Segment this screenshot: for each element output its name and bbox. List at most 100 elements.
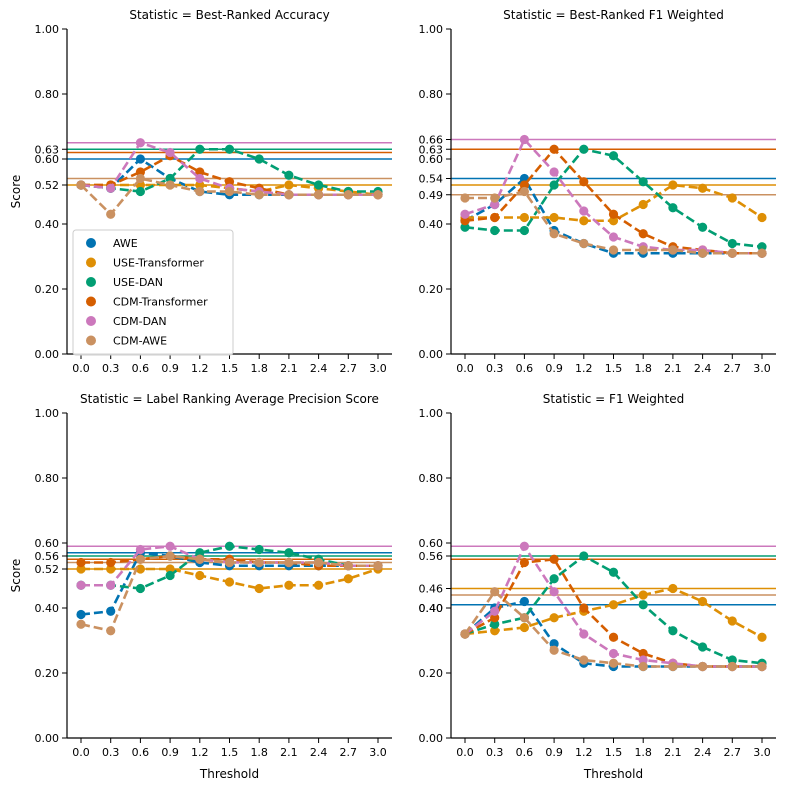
- y-tick-label: 0.63: [35, 143, 60, 156]
- x-axis-label: Threshold: [583, 767, 643, 781]
- data-point: [579, 206, 589, 216]
- data-point: [76, 564, 86, 574]
- x-tick-label: 1.2: [191, 746, 209, 759]
- x-tick-label: 1.5: [605, 746, 623, 759]
- data-point: [76, 609, 86, 620]
- data-point: [549, 144, 559, 154]
- data-point: [314, 557, 324, 568]
- data-point: [195, 554, 205, 564]
- series-line: [464, 587, 763, 639]
- data-point: [698, 596, 708, 607]
- data-point: [76, 180, 86, 190]
- data-point: [373, 561, 383, 571]
- data-point: [638, 655, 648, 665]
- legend-box: [72, 229, 234, 356]
- subplot-title: Statistic = F1 Weighted: [543, 392, 684, 406]
- x-tick-label: 2.4: [694, 746, 712, 759]
- data-point: [165, 570, 175, 581]
- data-point: [165, 173, 175, 184]
- y-tick-label: 0.00: [419, 348, 444, 361]
- data-point: [284, 580, 294, 590]
- data-point: [638, 229, 648, 239]
- data-point: [608, 658, 619, 668]
- x-tick-label: 1.5: [221, 746, 239, 759]
- data-point: [727, 616, 737, 626]
- data-point: [195, 186, 205, 197]
- data-point: [195, 548, 205, 558]
- y-tick-label: 1.00: [35, 23, 60, 36]
- legend-marker: [86, 316, 96, 326]
- data-point: [106, 557, 116, 568]
- x-tick-label: 2.4: [310, 362, 328, 375]
- y-tick-label: 0.63: [419, 143, 444, 156]
- y-tick-label: 1.00: [419, 407, 444, 420]
- data-point: [490, 199, 500, 210]
- data-point: [549, 613, 559, 623]
- data-point: [135, 544, 145, 555]
- x-tick-label: 2.4: [694, 362, 712, 375]
- legend-label: USE-DAN: [113, 276, 163, 289]
- data-point: [579, 603, 589, 613]
- data-point: [106, 626, 116, 636]
- data-point: [490, 225, 500, 236]
- y-tick-label: 0.40: [419, 602, 444, 615]
- legend-marker: [86, 257, 96, 268]
- x-tick-label: 0.9: [545, 362, 563, 375]
- x-tick-label: 3.0: [753, 362, 771, 375]
- y-tick-label: 0.00: [35, 732, 60, 745]
- data-point: [106, 580, 116, 590]
- legend-marker: [86, 238, 96, 248]
- data-point: [668, 203, 678, 213]
- y-tick-label: 0.80: [419, 472, 444, 485]
- series-line: [81, 544, 378, 587]
- data-point: [727, 193, 737, 203]
- x-tick-label: 0.6: [132, 362, 150, 375]
- data-point: [284, 548, 294, 558]
- data-point: [638, 661, 648, 672]
- x-tick-label: 2.7: [340, 362, 358, 375]
- legend-marker: [86, 277, 96, 287]
- data-point: [519, 186, 530, 197]
- data-point: [195, 173, 205, 184]
- x-tick-label: 2.4: [310, 746, 328, 759]
- y-tick-label: 0.56: [35, 550, 60, 563]
- data-point: [579, 629, 589, 639]
- data-point: [668, 245, 678, 255]
- x-tick-label: 2.7: [724, 362, 742, 375]
- data-point: [284, 557, 294, 568]
- x-tick-label: 0.0: [72, 362, 90, 375]
- legend-marker: [86, 335, 96, 346]
- x-tick-label: 2.1: [280, 746, 298, 759]
- data-point: [638, 590, 648, 600]
- data-point: [224, 541, 235, 551]
- data-point: [519, 180, 530, 190]
- data-point: [460, 193, 470, 203]
- subplot-4: Statistic = F1 Weighted 0.00 0.20 0.40 0.80 1…: [419, 392, 776, 781]
- x-tick-label: 3.0: [753, 746, 771, 759]
- x-tick-label: 3.0: [369, 746, 387, 759]
- y-tick-label: 0.56: [419, 550, 444, 563]
- x-tick-label: 0.9: [545, 746, 563, 759]
- data-point: [668, 626, 678, 636]
- data-point: [165, 147, 175, 158]
- data-point: [224, 557, 235, 568]
- data-point: [490, 613, 500, 623]
- y-tick-label: 0.40: [35, 218, 60, 231]
- data-point: [254, 154, 264, 164]
- data-point: [549, 167, 559, 177]
- y-tick-label: 0.20: [35, 283, 60, 296]
- data-point: [549, 587, 559, 597]
- data-point: [224, 577, 235, 587]
- data-point: [638, 600, 648, 610]
- x-tick-label: 1.8: [250, 746, 268, 759]
- data-point: [195, 144, 205, 154]
- x-tick-label: 2.7: [340, 746, 358, 759]
- data-point: [135, 167, 145, 177]
- data-point: [314, 180, 324, 190]
- data-point: [757, 212, 767, 223]
- data-point: [490, 193, 500, 203]
- data-point: [519, 541, 530, 551]
- data-point: [254, 557, 264, 568]
- y-tick-label: 0.20: [35, 667, 60, 680]
